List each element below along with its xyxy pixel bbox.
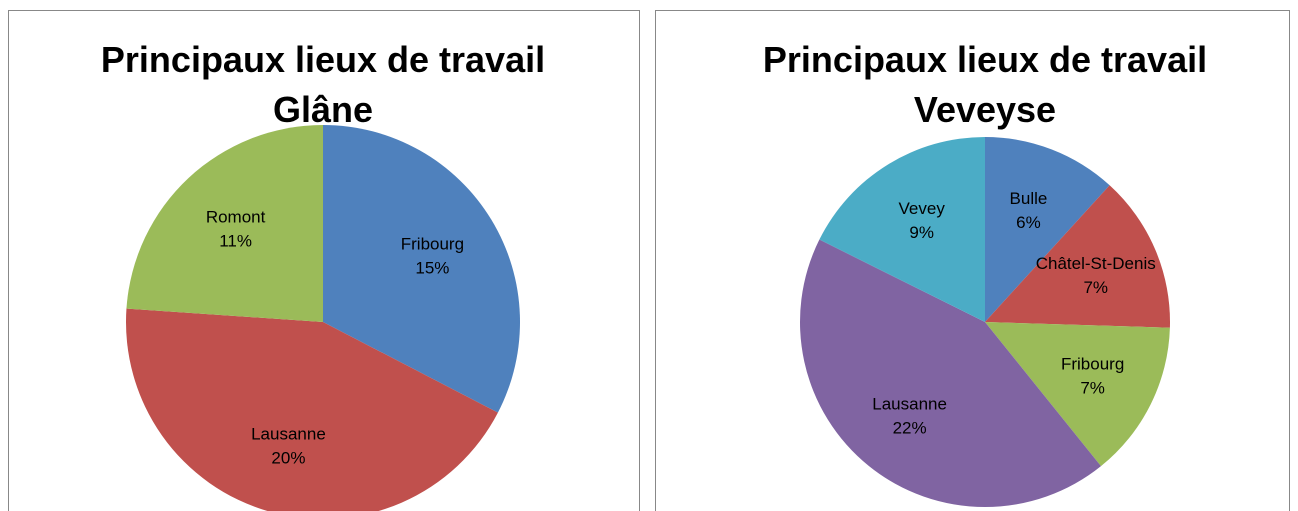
slice-label: Vevey 9% (899, 199, 946, 242)
value-label: 20% (271, 448, 305, 467)
value-label: 22% (893, 419, 927, 438)
category-label: Châtel-St-Denis (1036, 254, 1156, 273)
slice-label: Fribourg 7% (1061, 355, 1124, 398)
pie-slice (985, 185, 1170, 328)
slice-label: Bulle 6% (1010, 189, 1048, 232)
slice-label: Lausanne 20% (251, 424, 326, 467)
pie-slice (985, 322, 1170, 467)
slice-label: Châtel-St-Denis 7% (1036, 254, 1156, 297)
pie-slice (799, 239, 1101, 508)
value-label: 11% (219, 231, 252, 250)
value-label: 6% (1016, 213, 1041, 232)
value-label: 15% (415, 258, 449, 277)
chart-title: Principaux lieux de travail (763, 39, 1207, 80)
pie-slice (819, 137, 985, 322)
chart-title: Principaux lieux de travail (101, 39, 545, 80)
slice-label: Romont 11% (206, 207, 266, 250)
category-label: Romont (206, 207, 266, 226)
category-label: Bulle (1010, 189, 1048, 208)
category-label: Fribourg (1061, 355, 1124, 374)
value-label: 9% (909, 223, 934, 242)
pie-slice (985, 137, 1110, 322)
category-label: Lausanne (872, 395, 947, 414)
pie-slice (323, 125, 520, 413)
slice-label: Fribourg 15% (401, 234, 464, 277)
category-label: Lausanne (251, 424, 326, 443)
category-label: Fribourg (401, 234, 464, 253)
category-label: Vevey (899, 199, 946, 218)
chart-subtitle: Glâne (273, 89, 373, 130)
value-label: 7% (1083, 278, 1108, 297)
pie-slice (126, 125, 323, 322)
chart-subtitle: Veveyse (914, 89, 1056, 130)
pie-slice (126, 308, 498, 511)
value-label: 7% (1080, 379, 1105, 398)
slice-label: Lausanne 22% (872, 395, 947, 438)
